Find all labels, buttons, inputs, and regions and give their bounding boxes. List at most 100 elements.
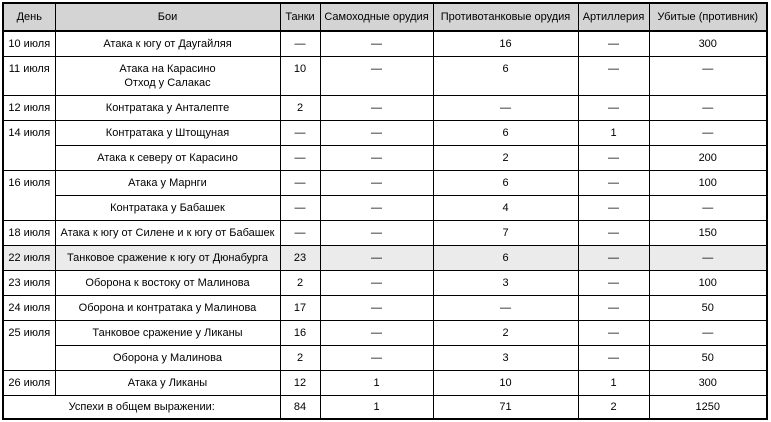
totals-row: Успехи в общем выражении: 84 1 71 2 1250: [2, 395, 768, 420]
spg-cell: 1: [319, 370, 434, 396]
at-guns-cell: 16: [432, 30, 579, 57]
battle-cell: Танковое сражение у Ликаны: [54, 320, 281, 346]
battle-cell: Оборона у Малинова: [54, 345, 281, 371]
tanks-cell: —: [279, 30, 321, 57]
header-killed: Убитые (противник): [648, 2, 768, 32]
at-guns-cell: 6: [432, 120, 579, 146]
spg-cell: —: [319, 30, 434, 57]
totals-label: Успехи в общем выражении:: [2, 395, 281, 420]
killed-cell: 100: [648, 270, 768, 296]
spg-cell: —: [319, 170, 434, 196]
table-row: 25 июля Танковое сражение у Ликаны 16—2— —: [2, 320, 768, 371]
killed-cell: —: [648, 95, 768, 121]
table-row: 22 июля Танковое сражение к югу от Дюнабу…: [2, 245, 768, 271]
tanks-cell: 17: [279, 295, 321, 321]
day-cell: 11 июля: [2, 56, 56, 96]
at-guns-cell: 6: [432, 56, 579, 96]
totals-tanks: 84: [279, 395, 321, 420]
spg-cell: —: [319, 56, 434, 96]
at-guns-cell: 2: [432, 145, 579, 171]
header-artillery: Артиллерия: [577, 2, 650, 32]
battle-cell: Оборона и контратака у Малинова: [54, 295, 281, 321]
killed-cell: 300: [648, 370, 768, 396]
totals-spg: 1: [319, 395, 434, 420]
spg-cell: —: [319, 320, 434, 346]
artillery-cell: —: [577, 56, 650, 96]
artillery-cell: —: [577, 345, 650, 371]
table-row: 26 июля Атака у Ликаны 12 1 10 1 300: [2, 370, 768, 396]
tanks-cell: 10: [279, 56, 321, 96]
artillery-cell: —: [577, 295, 650, 321]
at-guns-cell: 3: [432, 345, 579, 371]
artillery-cell: —: [577, 270, 650, 296]
tanks-cell: —: [279, 120, 321, 146]
battle-cell: Атака у Ликаны: [54, 370, 281, 396]
battle-cell: Атака у Марнги: [54, 170, 281, 196]
day-cell: 26 июля: [2, 370, 56, 396]
killed-cell: 300: [648, 30, 768, 57]
header-battles: Бои: [54, 2, 281, 32]
battle-cell: Атака на Карасино Отход у Салакас: [54, 56, 281, 96]
tanks-cell: 2: [279, 345, 321, 371]
at-guns-cell: 6: [432, 245, 579, 271]
at-guns-cell: 10: [432, 370, 579, 396]
day-cell: 24 июля: [2, 295, 56, 321]
table-body: 10 июля Атака к югу от Даугайляя — —16—300 1…: [2, 30, 768, 396]
artillery-cell: —: [577, 30, 650, 57]
day-cell: 10 июля: [2, 30, 56, 57]
table-header: День Бои Танки Самоходные орудия Противо…: [2, 2, 768, 32]
header-spg: Самоходные орудия: [319, 2, 434, 32]
day-cell: 12 июля: [2, 95, 56, 121]
tanks-cell: 2: [279, 95, 321, 121]
spg-cell: —: [319, 195, 434, 221]
at-guns-cell: 2: [432, 320, 579, 346]
table-row: 14 июля Контратака у Штощуная — —6 1—: [2, 120, 768, 171]
at-guns-cell: —: [432, 95, 579, 121]
battle-cell: Танковое сражение к югу от Дюнабурга: [54, 245, 281, 271]
tanks-cell: —: [279, 145, 321, 171]
artillery-cell: —: [577, 245, 650, 271]
battle-cell: Атака к югу от Силене и к югу от Бабашек: [54, 220, 281, 246]
day-cell: 18 июля: [2, 220, 56, 246]
table-row: 16 июля Атака у Марнги — —6—100: [2, 170, 768, 221]
killed-cell: —: [648, 195, 768, 221]
at-guns-cell: —: [432, 295, 579, 321]
table-row: 11 июля Атака на Карасино Отход у Салакас 1…: [2, 56, 768, 96]
at-guns-cell: 7: [432, 220, 579, 246]
header-row: День Бои Танки Самоходные орудия Противо…: [2, 2, 768, 32]
artillery-cell: —: [577, 220, 650, 246]
day-cell: 25 июля: [2, 320, 56, 371]
header-at-guns: Противотанковые орудия: [432, 2, 579, 32]
killed-cell: —: [648, 56, 768, 96]
tanks-cell: 2: [279, 270, 321, 296]
battle-cell: Контратака у Бабашек: [54, 195, 281, 221]
header-tanks: Танки: [279, 2, 321, 32]
spg-cell: —: [319, 295, 434, 321]
spg-cell: —: [319, 120, 434, 146]
totals-at-guns: 71: [432, 395, 579, 420]
killed-cell: 50: [648, 295, 768, 321]
artillery-cell: —: [577, 170, 650, 196]
totals-killed: 1250: [648, 395, 768, 420]
artillery-cell: —: [577, 95, 650, 121]
killed-cell: —: [648, 320, 768, 346]
table-row: Атака к северу от Карасино — —2—200: [3, 145, 768, 171]
table-row: Оборона у Малинова 2—3—50: [3, 345, 768, 371]
totals-artillery: 2: [577, 395, 650, 420]
at-guns-cell: 4: [432, 195, 579, 221]
table-row: 23 июля Оборона к востоку от Малинова 2—3—…: [2, 270, 768, 296]
artillery-cell: —: [577, 195, 650, 221]
tanks-cell: —: [279, 170, 321, 196]
artillery-cell: —: [577, 145, 650, 171]
killed-cell: 200: [648, 145, 768, 171]
battle-cell: Атака к северу от Карасино: [54, 145, 281, 171]
artillery-cell: —: [577, 320, 650, 346]
table-row: 18 июля Атака к югу от Силене и к югу от …: [2, 220, 768, 246]
spg-cell: —: [319, 220, 434, 246]
killed-cell: 150: [648, 220, 768, 246]
table-row: 12 июля Контратака у Анталепте 2— — — —: [2, 95, 768, 121]
killed-cell: —: [648, 245, 768, 271]
table-row: Контратака у Бабашек — —4— —: [3, 195, 768, 221]
day-cell: 23 июля: [2, 270, 56, 296]
spg-cell: —: [319, 145, 434, 171]
